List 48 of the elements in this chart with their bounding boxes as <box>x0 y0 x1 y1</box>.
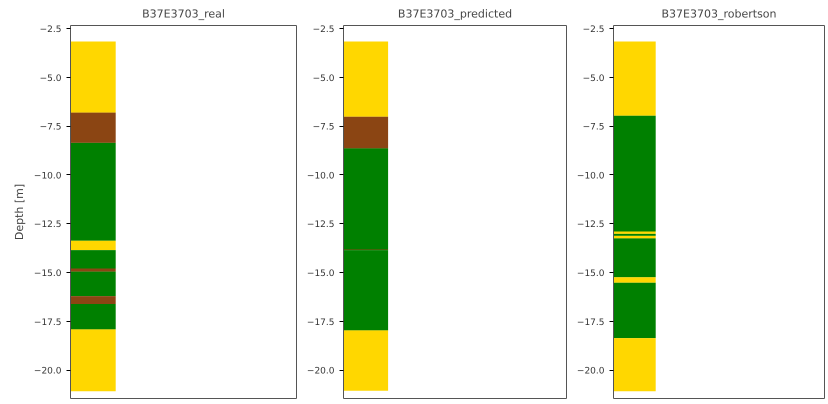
y-tick-label: −7.5 <box>312 122 335 133</box>
bar <box>70 268 116 272</box>
y-tick-label: −5.0 <box>40 74 62 84</box>
y-tick-label: −10.0 <box>306 171 335 182</box>
bar <box>614 277 656 283</box>
y-tick-label: −12.5 <box>576 220 605 230</box>
bar <box>70 250 116 268</box>
y-tick-label: −20.0 <box>576 366 605 377</box>
bar <box>70 272 116 296</box>
chart-title: B37E3703_real <box>142 8 225 20</box>
bar <box>614 238 656 278</box>
y-tick-label: −7.5 <box>40 122 62 133</box>
y-tick-label: −2.5 <box>582 24 605 35</box>
bar <box>70 240 116 250</box>
y-tick-label: −15.0 <box>306 269 335 280</box>
bar <box>614 338 656 392</box>
y-tick-label: −10.0 <box>34 171 62 182</box>
bar <box>614 236 656 238</box>
chart-title: B37E3703_robertson <box>661 8 777 20</box>
bar <box>70 304 116 330</box>
y-tick-label: −15.0 <box>34 269 62 280</box>
y-tick-label: −17.5 <box>34 318 62 328</box>
bar <box>614 282 656 338</box>
y-tick-label: −10.0 <box>576 171 605 182</box>
chart-title: B37E3703_predicted <box>398 8 512 20</box>
bar <box>70 329 116 392</box>
y-tick-label: −12.5 <box>306 220 335 230</box>
y-tick-label: −17.5 <box>306 318 335 328</box>
bar <box>614 42 656 116</box>
y-tick-label: −20.0 <box>34 366 62 377</box>
y-tick-label: −7.5 <box>582 122 605 133</box>
y-axis-title: Depth [m] <box>12 184 26 240</box>
y-tick-label: −2.5 <box>40 24 62 35</box>
y-tick-label: −17.5 <box>576 318 605 328</box>
bar <box>70 296 116 304</box>
bar <box>344 42 388 117</box>
bar <box>70 112 116 143</box>
y-tick-label: −5.0 <box>582 74 605 84</box>
y-tick-label: −5.0 <box>312 74 335 84</box>
y-tick-label: −15.0 <box>576 269 605 280</box>
y-tick-label: −20.0 <box>306 366 335 377</box>
bar <box>70 142 116 241</box>
bar <box>344 330 388 391</box>
y-tick-label: −2.5 <box>312 24 335 35</box>
bar <box>614 116 656 232</box>
y-tick-label: −12.5 <box>34 220 62 230</box>
bar <box>70 42 116 113</box>
bar <box>344 116 388 148</box>
